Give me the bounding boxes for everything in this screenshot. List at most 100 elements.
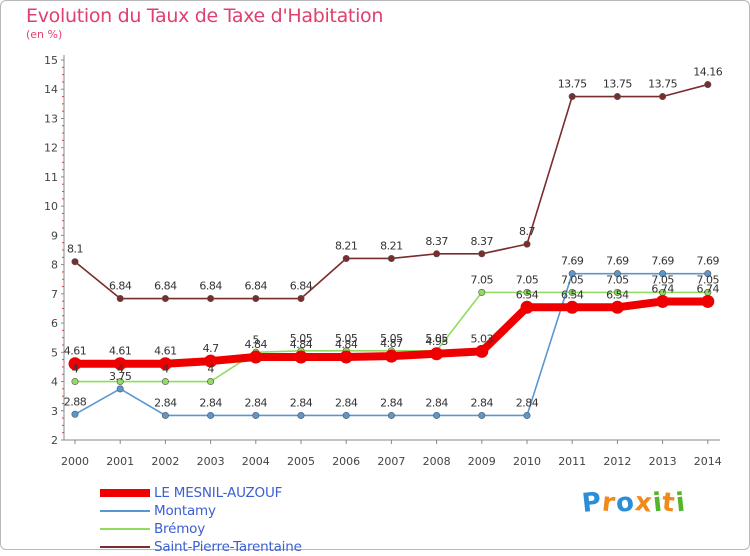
data-label: 13.75 [648, 78, 677, 91]
data-label: 8.21 [335, 239, 358, 252]
legend-label: Saint-Pierre-Tarentaine [154, 539, 302, 555]
y-tick-label: 13 [44, 112, 58, 125]
data-point [568, 93, 576, 101]
data-label: 2.84 [380, 396, 403, 409]
data-point [613, 270, 621, 278]
data-label: 8.21 [380, 239, 403, 252]
chart-title: Evolution du Taux de Taxe d'Habitation [26, 5, 384, 27]
data-label: 7.69 [561, 255, 584, 268]
data-label: 6.84 [245, 280, 268, 293]
data-point [478, 288, 486, 296]
data-point [523, 240, 531, 248]
data-point [613, 93, 621, 101]
data-point [659, 93, 667, 101]
proxiti-logo: Proxiti [580, 487, 688, 519]
data-label: 4.84 [245, 338, 268, 351]
y-tick-label: 6 [51, 317, 58, 330]
data-label: 6.84 [199, 280, 222, 293]
data-label: 4 [117, 363, 124, 376]
data-point [207, 295, 215, 303]
data-point [161, 378, 169, 386]
data-label: 7.05 [697, 273, 720, 286]
data-point [430, 347, 444, 361]
data-label: 7.69 [606, 255, 629, 268]
data-point [433, 411, 441, 419]
data-label: 7.69 [697, 255, 720, 268]
x-tick-label: 2013 [649, 455, 677, 468]
data-label: 13.75 [603, 78, 632, 91]
y-tick-label: 3 [51, 405, 58, 418]
data-point [656, 294, 670, 308]
data-label: 5.05 [425, 332, 448, 345]
data-label: 6.54 [516, 288, 539, 301]
legend-label: LE MESNIL-AUZOUF [154, 485, 283, 501]
x-tick-label: 2008 [423, 455, 451, 468]
x-tick-label: 2014 [694, 455, 722, 468]
x-tick-label: 2003 [197, 455, 225, 468]
x-tick-label: 2009 [468, 455, 496, 468]
data-point [478, 411, 486, 419]
data-label: 2.88 [64, 395, 87, 408]
data-point [701, 294, 715, 308]
data-point [71, 258, 79, 266]
data-label: 13.75 [558, 78, 587, 91]
data-label: 7.05 [516, 273, 539, 286]
data-point [207, 411, 215, 419]
data-label: 2.84 [335, 396, 358, 409]
data-point [161, 295, 169, 303]
y-tick-label: 9 [51, 229, 58, 242]
data-point [71, 378, 79, 386]
data-point [158, 357, 172, 371]
data-label: 8.37 [425, 235, 448, 248]
data-point [384, 349, 398, 363]
data-label: 2.84 [425, 396, 448, 409]
data-point [71, 410, 79, 418]
data-point [294, 350, 308, 364]
x-tick-label: 2012 [603, 455, 631, 468]
data-point [116, 295, 124, 303]
data-label: 6.84 [290, 280, 313, 293]
legend-swatch [100, 510, 150, 512]
line-chart: 2 3 4 5 6 7 8 9 10 11 12 13 14 15 2000 2001 2002 2003 2004… [44, 54, 723, 468]
data-point [297, 295, 305, 303]
data-label: 3.75 [109, 370, 132, 383]
data-point [704, 81, 712, 89]
legend-label: Montamy [154, 503, 216, 519]
data-point [387, 411, 395, 419]
logo-letter: i [674, 487, 688, 519]
y-tick-label: 12 [44, 142, 58, 155]
data-label: 4.61 [154, 345, 177, 358]
data-label: 8.37 [471, 235, 494, 248]
data-point [568, 270, 576, 278]
data-point [342, 411, 350, 419]
data-point [342, 254, 350, 262]
data-label: 7.05 [471, 273, 494, 286]
legend-swatch [100, 528, 150, 530]
x-tick-label: 2010 [513, 455, 541, 468]
data-label: 4.61 [109, 345, 132, 358]
data-label: 8.1 [67, 243, 83, 256]
data-label: 6.54 [606, 288, 629, 301]
data-point [207, 378, 215, 386]
legend-swatch [100, 546, 150, 548]
data-point [704, 270, 712, 278]
data-point [523, 288, 531, 296]
data-label: 8.7 [519, 225, 535, 238]
data-point [249, 350, 263, 364]
legend-swatch [100, 489, 150, 497]
data-point [68, 357, 82, 371]
x-tick-label: 2001 [106, 455, 134, 468]
data-label: 7.05 [651, 273, 674, 286]
data-point [520, 300, 534, 314]
data-label: 2.84 [290, 396, 313, 409]
data-point [339, 350, 353, 364]
data-point [610, 300, 624, 314]
x-tick-label: 2007 [377, 455, 405, 468]
legend-label: Brémoy [154, 521, 206, 537]
data-label: 6.84 [109, 280, 132, 293]
x-tick-label: 2000 [61, 455, 89, 468]
data-point [116, 385, 124, 393]
data-point [113, 357, 127, 371]
data-label: 2.84 [516, 396, 539, 409]
